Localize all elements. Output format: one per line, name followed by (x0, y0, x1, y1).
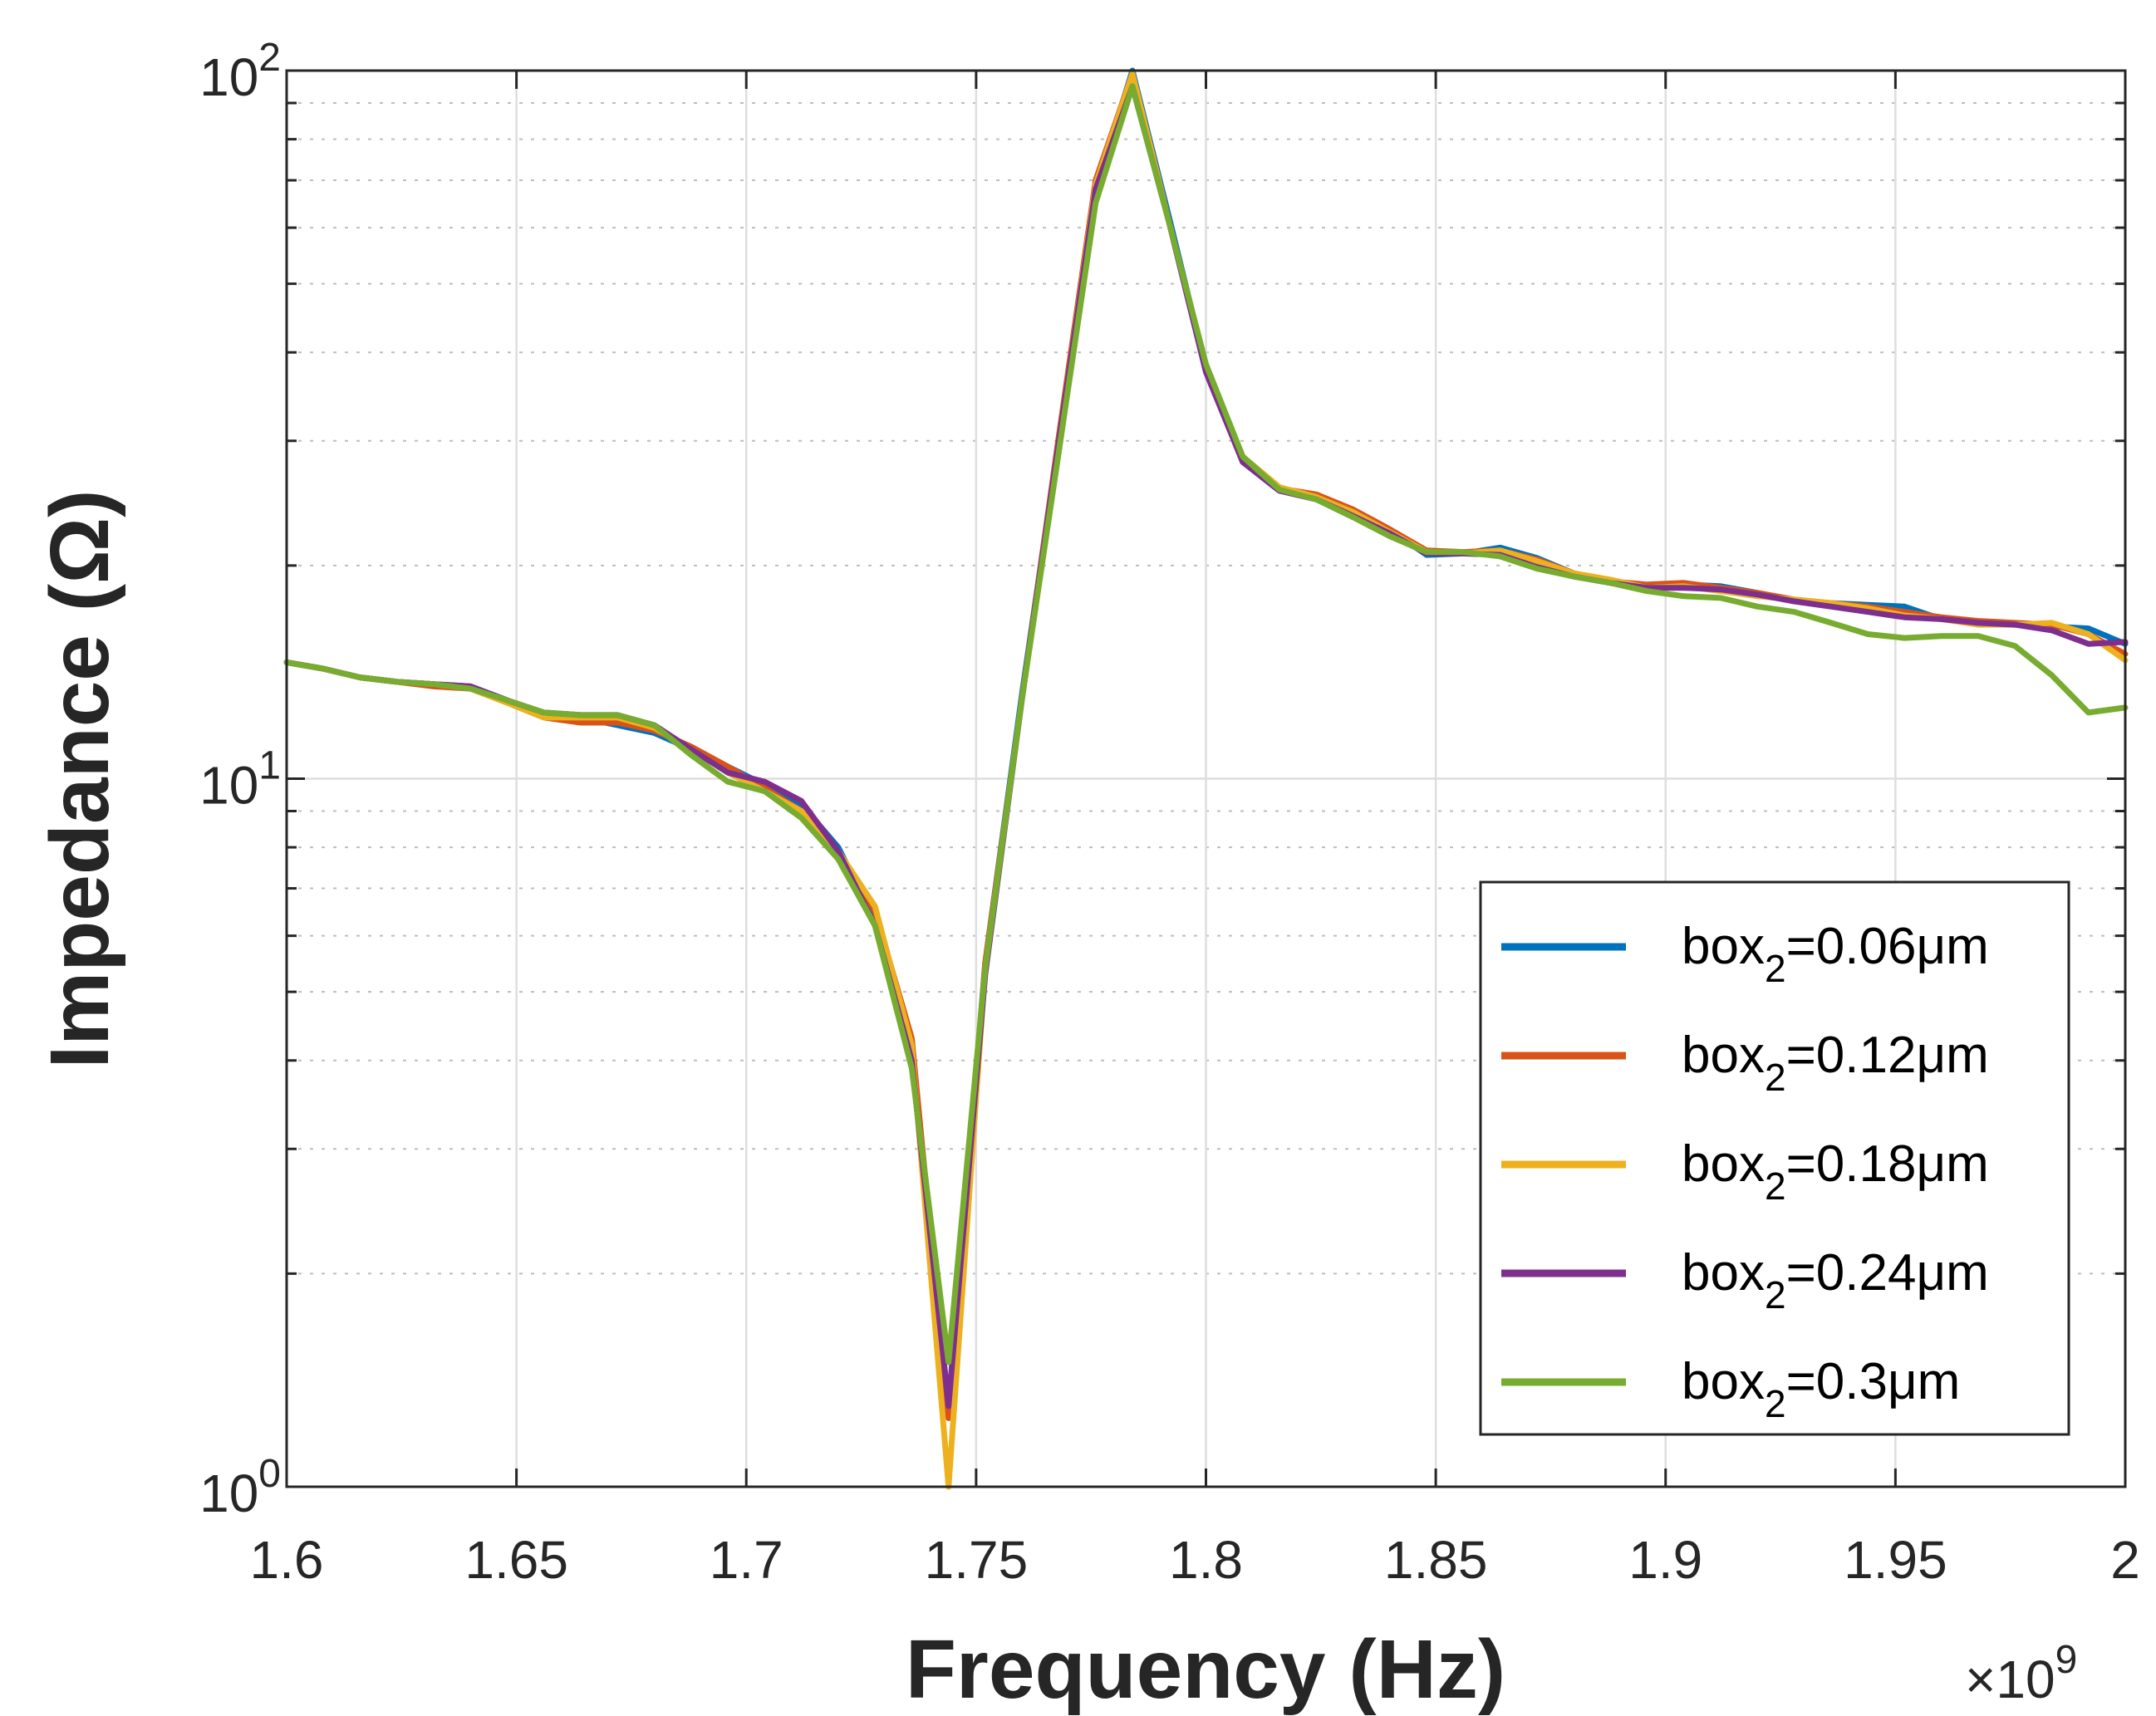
x-tick-label: 1.6 (250, 1530, 324, 1590)
y-tick-label: 101 (199, 744, 281, 816)
x-exponent-power: 9 (2055, 1638, 2078, 1682)
y-tick-base: 10 (199, 756, 258, 816)
y-tick-power: 1 (258, 744, 281, 788)
legend-label-base: box (1682, 918, 1765, 975)
y-tick-power: 2 (258, 36, 281, 80)
legend-label: box2=0.24μm (1682, 1244, 1989, 1316)
x-tick-label: 1.85 (1384, 1530, 1488, 1590)
legend-label-subscript: 2 (1765, 1273, 1786, 1316)
legend-label-value: =0.3μm (1786, 1353, 1961, 1410)
legend-label: box2=0.06μm (1682, 918, 1989, 990)
y-tick-base: 10 (199, 47, 258, 107)
series-line-5 (283, 83, 2129, 1365)
x-tick-label: 1.65 (464, 1530, 568, 1590)
x-tick-labels: 1.6 1.65 1.7 1.75 1.8 1.85 1.9 1.95 2 (250, 1530, 2140, 1590)
x-tick-label: 1.75 (925, 1530, 1029, 1590)
x-tick-label: 2 (2110, 1530, 2140, 1590)
x-axis-title: Frequency (Hz) (906, 1623, 1505, 1716)
legend-label-subscript: 2 (1765, 1382, 1786, 1425)
legend-label: box2=0.18μm (1682, 1135, 1989, 1208)
legend-label: box2=0.12μm (1682, 1027, 1989, 1099)
legend-label-subscript: 2 (1765, 947, 1786, 990)
legend-label-subscript: 2 (1765, 1056, 1786, 1099)
legend-label-base: box (1682, 1353, 1765, 1410)
x-tick-label: 1.9 (1628, 1530, 1702, 1590)
legend-label-base: box (1682, 1027, 1765, 1084)
legend-label: box2=0.3μm (1682, 1353, 1960, 1425)
legend-label-value: =0.18μm (1786, 1135, 1989, 1193)
y-axis-title: Impedance (Ω) (33, 490, 126, 1069)
x-exponent-label: ×109 (1965, 1638, 2077, 1709)
x-tick-label: 1.8 (1169, 1530, 1243, 1590)
series-lines (283, 67, 2129, 1490)
y-tick-label: 102 (199, 36, 281, 107)
legend-box (1479, 880, 2070, 1436)
legend-label-subscript: 2 (1765, 1164, 1786, 1208)
x-tick-label: 1.7 (710, 1530, 783, 1590)
legend-label-value: =0.06μm (1786, 918, 1989, 975)
legend-label-value: =0.12μm (1786, 1027, 1989, 1084)
axis-ticks (285, 69, 2127, 1488)
x-tick-label: 1.95 (1844, 1530, 1947, 1590)
y-tick-base: 10 (199, 1464, 258, 1523)
legend-label-base: box (1682, 1135, 1765, 1193)
y-tick-power: 0 (258, 1452, 281, 1496)
legend: box2=0.06μmbox2=0.12μmbox2=0.18μmbox2=0.… (1479, 880, 2070, 1436)
y-tick-label: 100 (199, 1452, 281, 1523)
x-exponent-base: ×10 (1965, 1650, 2055, 1709)
legend-label-value: =0.24μm (1786, 1244, 1989, 1302)
legend-label-base: box (1682, 1244, 1765, 1302)
